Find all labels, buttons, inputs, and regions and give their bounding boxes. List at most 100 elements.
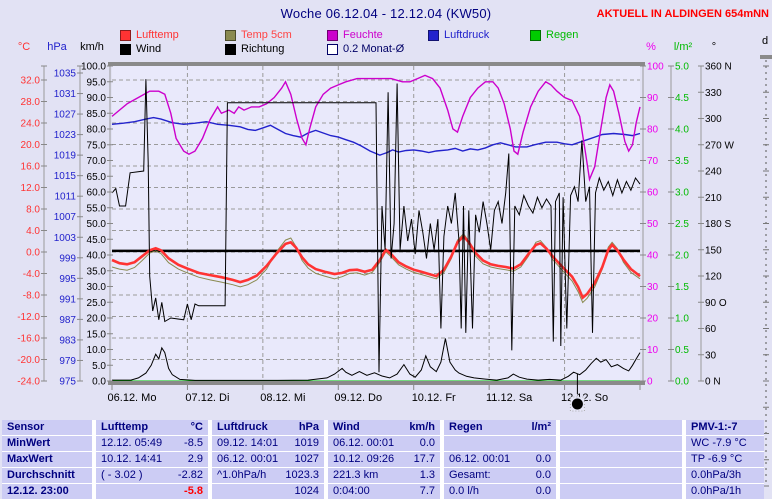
tick-label-wind_kmh: 55.0 [87,203,107,214]
tick-label-humidity_pct: 60 [647,188,659,199]
status-banner: AKTUELL IN ALDINGEN 654mNN [596,8,769,20]
legend-swatch [225,43,236,55]
tick-label-pressure_hpa: 991 [59,294,76,305]
legend-swatch [120,43,131,55]
row-label: MinWert [2,436,92,451]
tick-label-humidity_pct: 70 [647,156,659,167]
table-cell-regen: 06.12. 00:01 0.0 [444,452,556,467]
legend-swatch [428,29,439,41]
tick-label-humidity_pct: 80 [647,125,659,136]
cell-text: 0.0 [535,485,551,497]
cell-text: 0.0hPa/1h [691,485,742,497]
cell-text: 06.12. 00:01 [333,437,395,449]
legend-label: Wind [136,43,162,55]
cell-text: Gesamt: [449,469,491,481]
cell-text: 06.12. 00:01 [449,453,511,465]
tick-label-temp_c: 16.0 [21,162,41,173]
tick-label-temp_c: 0.0 [26,248,40,259]
row-label: MaxWert [2,452,92,467]
table-cell-luftdruck: 09.12. 14:01 1019 [212,436,324,451]
tick-label-wind_kmh: 65.0 [87,172,107,183]
tick-label-pressure_hpa: 987 [59,315,76,326]
tick-label-wind_kmh: 45.0 [87,235,107,246]
series-feuchte [111,74,641,183]
cell-text: 09.12. 14:01 [217,437,279,449]
row-label: Durchschnitt [2,468,92,483]
tick-label-pressure_hpa: 1011 [54,192,76,203]
cell-text: 0.0 [535,469,551,481]
tick-label-wind_kmh: 35.0 [87,266,107,277]
tick-label-direction_deg: 30 [705,350,717,361]
day-label: 09.12. Do [334,392,382,404]
cell-text: 7.7 [419,485,435,497]
table-cell-regen [444,436,556,451]
axis-unit-rain_lm2: l/m² [674,41,693,53]
legend-item-temp-5cm: Temp 5cm [225,29,292,41]
cell-text: 10.12. 09:26 [333,453,395,465]
day-label: 08.12. Mi [260,392,305,404]
cell-text: Sensor [7,421,45,433]
cell-text: -8.5 [184,437,203,449]
table-cell-pmv: WC -7.9 °C [686,436,764,451]
cell-text: Luftdruck [217,421,268,433]
table-cell-regen: 0.0 l/h 0.0 [444,484,556,499]
tick-label-humidity_pct: 30 [647,282,659,293]
tick-label-temp_c: -16.0 [17,334,40,345]
table-cell-regen: Gesamt: 0.0 [444,468,556,483]
col-header-spacer [560,420,682,435]
cell-text: km/h [409,421,435,433]
tick-label-temp_c: 24.0 [21,119,41,130]
series-wind [112,338,641,381]
cell-text: 12.12. 05:49 [101,437,163,449]
cell-text: 17.7 [413,453,435,465]
tick-label-humidity_pct: 10 [647,345,659,356]
cell-text: 0.0 l/h [449,485,479,497]
chart-legend: Lufttemp Temp 5cm Feuchte Luftdruck Regen Win… [0,0,772,60]
tick-label-pressure_hpa: 1007 [54,212,77,223]
series-richtung [111,79,641,373]
legend-swatch [120,29,131,41]
table-cell-spacer [560,484,682,499]
tick-label-temp_c: -24.0 [17,377,40,388]
cell-text: l/m² [531,421,551,433]
cell-text: PMV-1:-7 [691,421,738,433]
table-col-pmv: PMV-1:-7 WC -7.9 °C TP -6.9 °C 0.0hPa/3h 0.0… [686,420,764,499]
table-col-lufttemp: Lufttemp °C 12.12. 05:49 -8.5 10.12. 14:41 2.… [96,420,208,499]
col-header-wind: Wind km/h [328,420,440,435]
tick-label-temp_c: 28.0 [21,97,41,108]
tick-label-direction_deg: 90 O [705,298,727,309]
cell-text: -5.8 [184,485,203,497]
legend-label: Luftdruck [444,29,490,41]
tick-label-wind_kmh: 40.0 [87,251,107,262]
tick-label-rain_lm2: 1.5 [675,282,689,293]
cell-text: Lufttemp [101,421,149,433]
legend-label: Feuchte [343,29,383,41]
cell-text: 1027 [294,453,319,465]
day-label: 07.12. Di [185,392,229,404]
series-lufttemp [111,234,641,300]
tick-label-direction_deg: 210 [705,193,722,204]
axis-unit-direction_deg: ° [712,41,716,53]
cell-text: 0.0 [535,453,551,465]
tick-label-wind_kmh: 100.0 [81,62,106,73]
tick-label-humidity_pct: 0 [647,377,653,388]
tick-label-humidity_pct: 50 [647,219,659,230]
table-col-luftdruck: Luftdruck hPa 09.12. 14:01 1019 06.12. 00:01… [212,420,324,499]
cell-text: 1019 [294,437,319,449]
tick-label-direction_deg: 150 [705,245,722,256]
tick-label-pressure_hpa: 983 [59,335,76,346]
tick-label-direction_deg: 60 [705,324,717,335]
tick-label-wind_kmh: 90.0 [87,93,107,104]
tick-label-pressure_hpa: 999 [59,253,76,264]
legend-item-0-2-monat-: 0.2 Monat-Ø [327,43,404,55]
col-header-luftdruck: Luftdruck hPa [212,420,324,435]
cell-text: -2.82 [177,469,203,481]
cell-text: 10.12. 14:41 [101,453,163,465]
table-cell-pmv: 0.0hPa/1h [686,484,764,499]
tick-label-wind_kmh: 50.0 [87,219,107,230]
tick-label-pressure_hpa: 1035 [54,69,77,80]
tick-label-wind_kmh: 5.0 [92,361,106,372]
tick-label-rain_lm2: 3.0 [675,188,689,199]
tick-label-temp_c: 8.0 [26,205,40,216]
legend-swatch [225,29,236,41]
